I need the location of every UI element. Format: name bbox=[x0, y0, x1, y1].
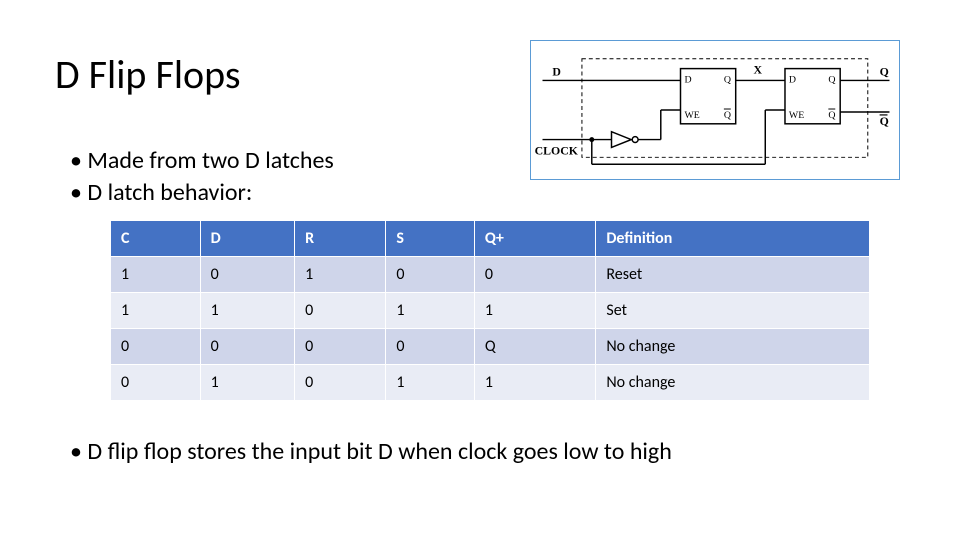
table-cell: 0 bbox=[295, 293, 386, 329]
table-cell: 1 bbox=[200, 293, 295, 329]
table-cell: 0 bbox=[111, 329, 201, 365]
col-header: S bbox=[386, 221, 475, 257]
table-cell: 1 bbox=[200, 365, 295, 401]
slide-title: D Flip Flops bbox=[55, 50, 241, 99]
col-header: R bbox=[295, 221, 386, 257]
diagram-label-clock: CLOCK bbox=[535, 143, 579, 157]
table-cell: 0 bbox=[474, 257, 595, 293]
table-row: 1 0 1 0 0 Reset bbox=[111, 257, 870, 293]
pin-label: WE bbox=[789, 110, 804, 121]
pin-label: Q bbox=[724, 74, 731, 85]
table-cell: No change bbox=[596, 365, 870, 401]
pin-label: Q bbox=[828, 74, 835, 85]
diagram-label-x: X bbox=[753, 63, 762, 77]
circuit-diagram: D CLOCK D Q WE Q bbox=[530, 40, 900, 180]
bullet-item: D latch behavior: bbox=[70, 177, 334, 209]
pin-label: D bbox=[789, 74, 796, 85]
pin-label: D bbox=[684, 74, 691, 85]
table-cell: Q bbox=[474, 329, 595, 365]
table-cell: 1 bbox=[111, 293, 201, 329]
table-row: 0 1 0 1 1 No change bbox=[111, 365, 870, 401]
table-cell: 1 bbox=[474, 293, 595, 329]
table-cell: Reset bbox=[596, 257, 870, 293]
footer-bullet: D flip flop stores the input bit D when … bbox=[70, 437, 672, 466]
bullet-list: Made from two D latches D latch behavior… bbox=[70, 145, 334, 210]
table-cell: No change bbox=[596, 329, 870, 365]
table-cell: 1 bbox=[474, 365, 595, 401]
truth-table: C D R S Q+ Definition 1 0 1 0 0 Reset bbox=[110, 220, 870, 401]
table-cell: 0 bbox=[295, 329, 386, 365]
col-header: C bbox=[111, 221, 201, 257]
table-cell: 1 bbox=[386, 293, 475, 329]
table-cell: Set bbox=[596, 293, 870, 329]
pin-label: Q bbox=[724, 110, 731, 121]
pin-label: Q bbox=[828, 110, 835, 121]
table-cell: 1 bbox=[386, 365, 475, 401]
table-cell: 0 bbox=[386, 257, 475, 293]
table-row: 0 0 0 0 Q No change bbox=[111, 329, 870, 365]
col-header: Definition bbox=[596, 221, 870, 257]
table-cell: 0 bbox=[200, 329, 295, 365]
bullet-item: Made from two D latches bbox=[70, 145, 334, 177]
table-cell: 1 bbox=[111, 257, 201, 293]
table-cell: 0 bbox=[200, 257, 295, 293]
col-header: D bbox=[200, 221, 295, 257]
table-cell: 0 bbox=[386, 329, 475, 365]
table-header-row: C D R S Q+ Definition bbox=[111, 221, 870, 257]
table-cell: 0 bbox=[111, 365, 201, 401]
col-header: Q+ bbox=[474, 221, 595, 257]
diagram-label-qbar: Q bbox=[880, 114, 889, 128]
slide: D Flip Flops Made from two D latches D l… bbox=[0, 0, 960, 540]
diagram-label-q: Q bbox=[880, 65, 889, 79]
table-row: 1 1 0 1 1 Set bbox=[111, 293, 870, 329]
table-cell: 1 bbox=[295, 257, 386, 293]
diagram-label-d: D bbox=[552, 65, 561, 79]
pin-label: WE bbox=[684, 110, 699, 121]
table-cell: 0 bbox=[295, 365, 386, 401]
